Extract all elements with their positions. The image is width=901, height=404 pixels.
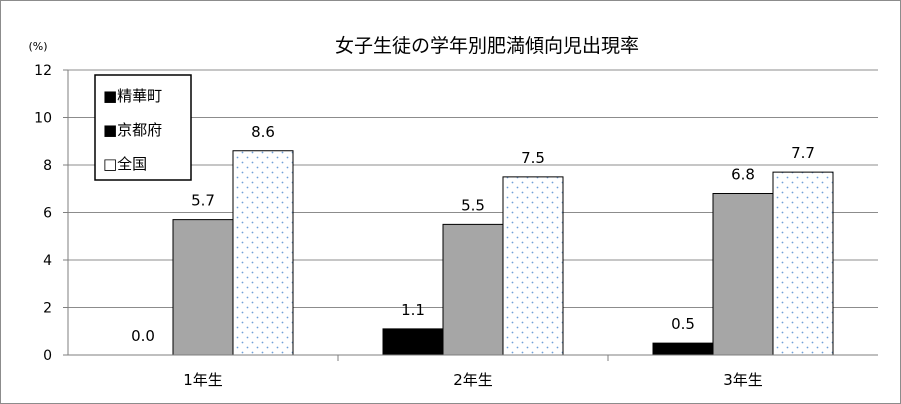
data-label: 0.0 — [131, 327, 155, 345]
bar — [172, 219, 234, 356]
legend-item-national: □全国 — [103, 155, 147, 173]
bar — [382, 328, 444, 356]
chart-title: 女子生徒の学年別肥満傾向児出現率 — [335, 35, 639, 57]
y-tick-label: 6 — [43, 206, 52, 222]
y-tick-label: 10 — [34, 111, 52, 127]
data-label: 7.5 — [521, 149, 545, 167]
data-labels: 0.0 5.7 8.6 1.1 5.5 7.5 0.5 6.8 7.7 — [131, 123, 815, 345]
legend-item-seika: ■精華町 — [103, 87, 162, 105]
data-label: 8.6 — [251, 123, 275, 141]
y-tick-label: 8 — [43, 158, 52, 174]
data-label: 0.5 — [671, 315, 695, 333]
bar — [652, 342, 714, 356]
bar — [442, 223, 504, 356]
data-label: 7.7 — [791, 144, 815, 162]
y-tick-label: 2 — [43, 301, 52, 317]
data-label: 6.8 — [731, 166, 755, 184]
x-axis-ticks: 1年生 2年生 3年生 — [183, 355, 763, 389]
legend-item-kyoto: ■京都府 — [103, 121, 162, 139]
bars — [172, 150, 834, 356]
legend: ■精華町 ■京都府 □全国 — [94, 74, 192, 181]
data-label: 5.7 — [191, 192, 215, 210]
y-axis-ticks: 0 2 4 6 8 10 12 — [34, 63, 68, 364]
y-tick-label: 12 — [34, 63, 52, 79]
y-tick-label: 4 — [43, 253, 52, 269]
legend-box — [94, 74, 192, 181]
bar — [502, 176, 564, 356]
x-tick-label: 1年生 — [183, 371, 223, 389]
data-label: 5.5 — [461, 196, 485, 214]
y-axis-unit-label: (%) — [28, 40, 47, 53]
data-label: 1.1 — [401, 301, 425, 319]
x-tick-label: 2年生 — [453, 371, 493, 389]
bar — [772, 171, 834, 356]
y-tick-label: 0 — [43, 348, 52, 364]
bar — [232, 150, 294, 356]
x-tick-label: 3年生 — [723, 371, 763, 389]
bar — [712, 193, 774, 356]
